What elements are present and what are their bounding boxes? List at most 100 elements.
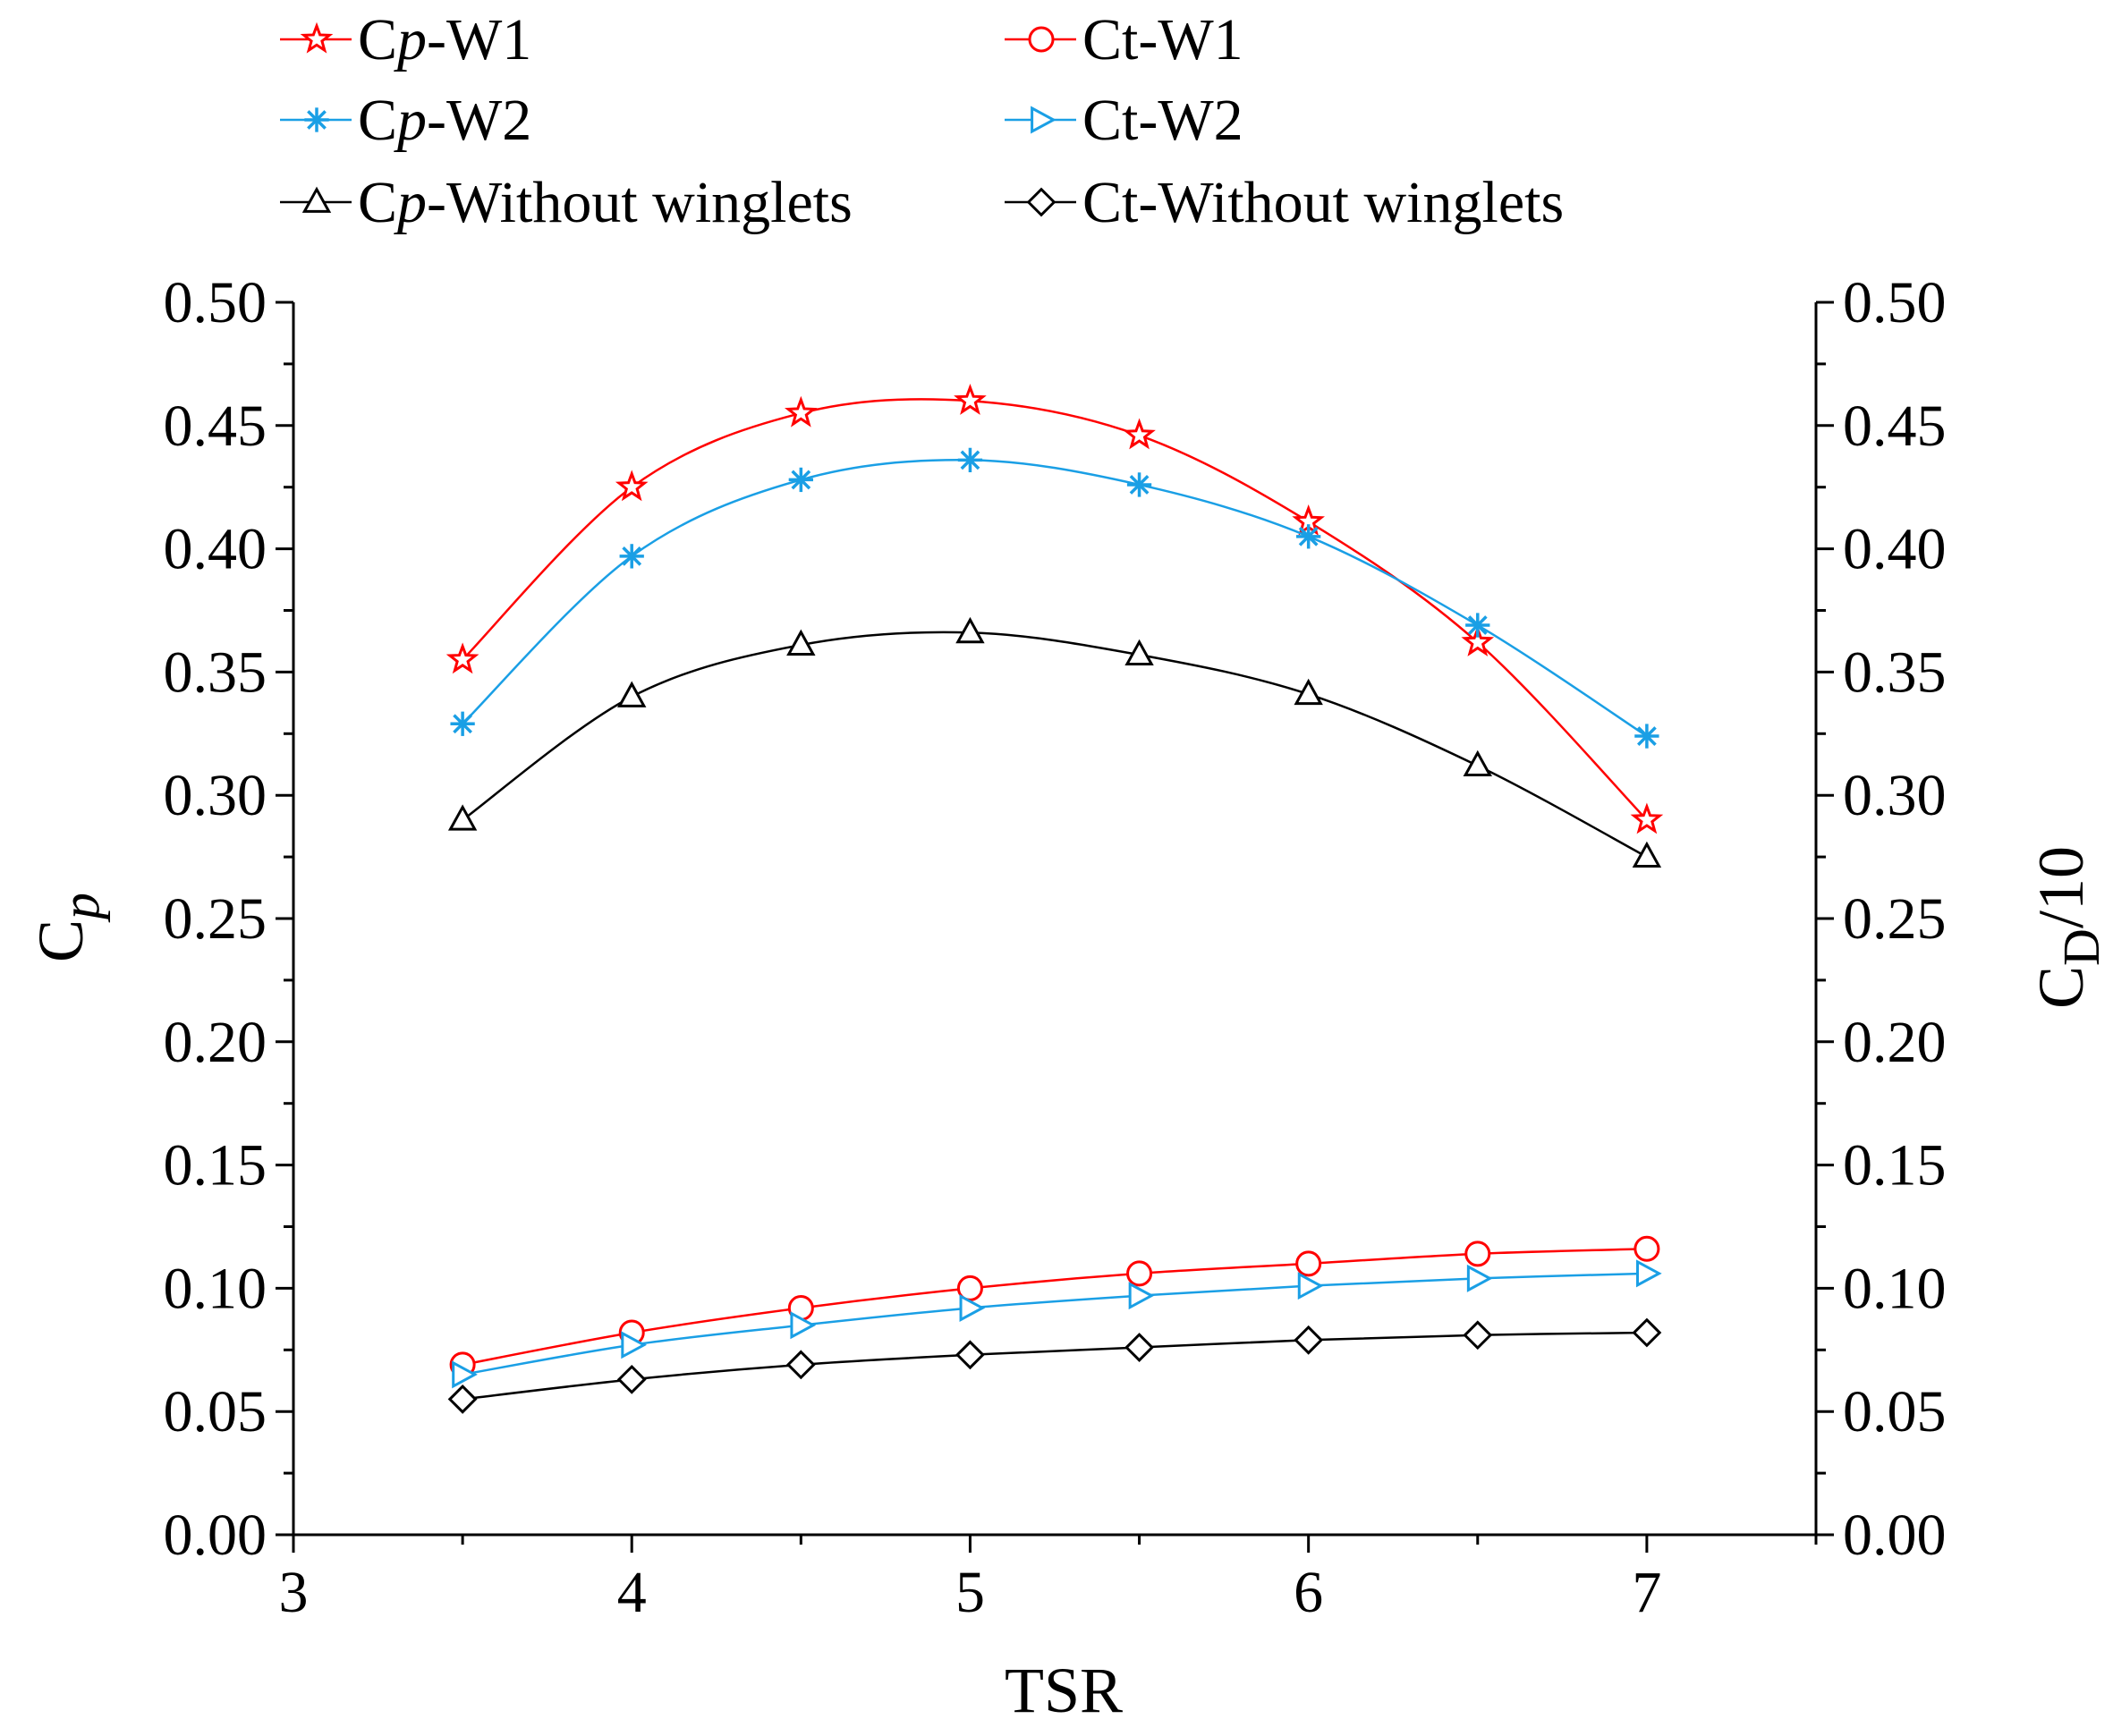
y-right-tick-label: 0.35 bbox=[1843, 639, 1947, 705]
data-point bbox=[1635, 1259, 1662, 1288]
data-point bbox=[616, 1364, 647, 1394]
y-right-tick-label: 0.40 bbox=[1843, 517, 1947, 582]
data-point bbox=[1464, 1241, 1491, 1267]
data-point bbox=[1463, 749, 1492, 777]
data-point bbox=[785, 1350, 816, 1380]
y-left-tick-label: 0.10 bbox=[164, 1256, 267, 1321]
data-point bbox=[1295, 1250, 1322, 1277]
series-2 bbox=[450, 447, 1659, 749]
series-3 bbox=[452, 1259, 1662, 1389]
data-point bbox=[1126, 1260, 1153, 1287]
plot-area bbox=[446, 383, 1664, 1414]
data-point bbox=[1124, 1333, 1154, 1362]
y-right-tick-label: 0.25 bbox=[1843, 886, 1947, 952]
legend-label: Cp-W1 bbox=[358, 7, 531, 72]
y-right-tick-label: 0.00 bbox=[1843, 1503, 1947, 1568]
y-axis-right-title: CD/10 bbox=[2025, 846, 2110, 1009]
y-left-tick-label: 0.15 bbox=[164, 1133, 267, 1198]
y-left-tick-label: 0.35 bbox=[164, 639, 267, 705]
data-point bbox=[615, 470, 649, 502]
legend-item: Cp-W1 bbox=[280, 7, 531, 72]
y-left-tick-label: 0.25 bbox=[164, 886, 267, 952]
legend-marker bbox=[1031, 106, 1056, 134]
y-left-tick-label: 0.30 bbox=[164, 763, 267, 828]
data-point bbox=[1634, 724, 1659, 749]
y-left-tick-label: 0.50 bbox=[164, 270, 267, 335]
legend-marker bbox=[1028, 26, 1055, 53]
legend-marker bbox=[300, 21, 334, 54]
axes: 3 4 5 6 7 0.00 0.00 0.05 0.05 0.10 0.10 0.15 0.15 0.2… bbox=[164, 270, 1947, 1625]
y-left-tick-label: 0.40 bbox=[164, 517, 267, 582]
y-right-tick-label: 0.05 bbox=[1843, 1379, 1947, 1444]
legend-item: Ct-W1 bbox=[1005, 7, 1243, 72]
x-tick-label: 4 bbox=[617, 1560, 647, 1625]
legend-label: Ct-W1 bbox=[1082, 7, 1243, 72]
x-axis-title: TSR bbox=[1005, 1655, 1123, 1726]
data-point bbox=[955, 1340, 985, 1370]
data-point bbox=[1463, 1320, 1493, 1351]
y-right-tick-label: 0.20 bbox=[1843, 1010, 1947, 1075]
data-point bbox=[447, 804, 478, 831]
axis-titles: TSR Cp CD/10 bbox=[25, 846, 2110, 1726]
legend-marker bbox=[1026, 187, 1056, 217]
legend-marker bbox=[301, 186, 332, 213]
data-point bbox=[959, 1293, 986, 1322]
legend-item: Ct-W2 bbox=[1005, 88, 1243, 153]
legend-item: Ct-Without winglets bbox=[1005, 170, 1564, 235]
data-point bbox=[1294, 678, 1323, 706]
legend-marker bbox=[304, 107, 329, 132]
data-point bbox=[1466, 1264, 1493, 1292]
series-line bbox=[462, 1272, 1647, 1376]
series-line bbox=[462, 1248, 1647, 1367]
data-point bbox=[1123, 418, 1156, 450]
data-point bbox=[619, 544, 644, 569]
series-line bbox=[462, 1331, 1647, 1401]
data-point bbox=[957, 447, 983, 473]
data-point bbox=[1630, 802, 1664, 834]
data-point bbox=[1294, 1325, 1324, 1355]
y-left-tick-label: 0.45 bbox=[164, 394, 267, 459]
data-point bbox=[1297, 1272, 1324, 1300]
data-point bbox=[1465, 613, 1490, 638]
legend-label: Cp-Without winglets bbox=[358, 170, 853, 235]
y-left-tick-label: 0.20 bbox=[164, 1010, 267, 1075]
data-point bbox=[450, 711, 475, 736]
data-point bbox=[954, 383, 987, 415]
x-tick-label: 5 bbox=[955, 1560, 985, 1625]
data-point bbox=[1124, 639, 1154, 666]
data-point bbox=[447, 1384, 478, 1414]
series-5 bbox=[447, 1317, 1662, 1414]
data-point bbox=[790, 1311, 817, 1340]
data-point bbox=[1296, 524, 1321, 549]
y-right-tick-label: 0.45 bbox=[1843, 394, 1947, 459]
x-tick-label: 7 bbox=[1632, 1560, 1661, 1625]
data-point bbox=[1634, 1235, 1660, 1262]
legend: Cp-W1 Ct-W1 Cp-W2 Ct-W2 Cp-Without winglets C… bbox=[280, 7, 1564, 235]
data-point bbox=[621, 1331, 648, 1359]
data-point bbox=[955, 616, 985, 644]
legend-item: Cp-Without winglets bbox=[280, 170, 853, 235]
y-right-tick-label: 0.10 bbox=[1843, 1256, 1947, 1321]
y-left-tick-label: 0.05 bbox=[164, 1379, 267, 1444]
data-point bbox=[452, 1360, 478, 1389]
legend-label: Cp-W2 bbox=[358, 88, 531, 153]
data-point bbox=[1126, 472, 1152, 497]
y-right-tick-label: 0.15 bbox=[1843, 1133, 1947, 1198]
data-point bbox=[788, 467, 813, 493]
legend-label: Ct-Without winglets bbox=[1082, 170, 1564, 235]
data-point bbox=[785, 395, 818, 428]
data-point bbox=[1632, 841, 1662, 868]
data-point bbox=[1128, 1282, 1155, 1310]
data-point bbox=[1461, 625, 1495, 656]
x-tick-label: 6 bbox=[1294, 1560, 1323, 1625]
data-point bbox=[617, 681, 647, 707]
data-point bbox=[446, 642, 479, 674]
data-point bbox=[786, 629, 816, 656]
y-right-tick-label: 0.30 bbox=[1843, 763, 1947, 828]
legend-label: Ct-W2 bbox=[1082, 88, 1243, 153]
y-right-tick-label: 0.50 bbox=[1843, 270, 1947, 335]
y-left-tick-label: 0.00 bbox=[164, 1503, 267, 1568]
data-point bbox=[1632, 1317, 1662, 1348]
